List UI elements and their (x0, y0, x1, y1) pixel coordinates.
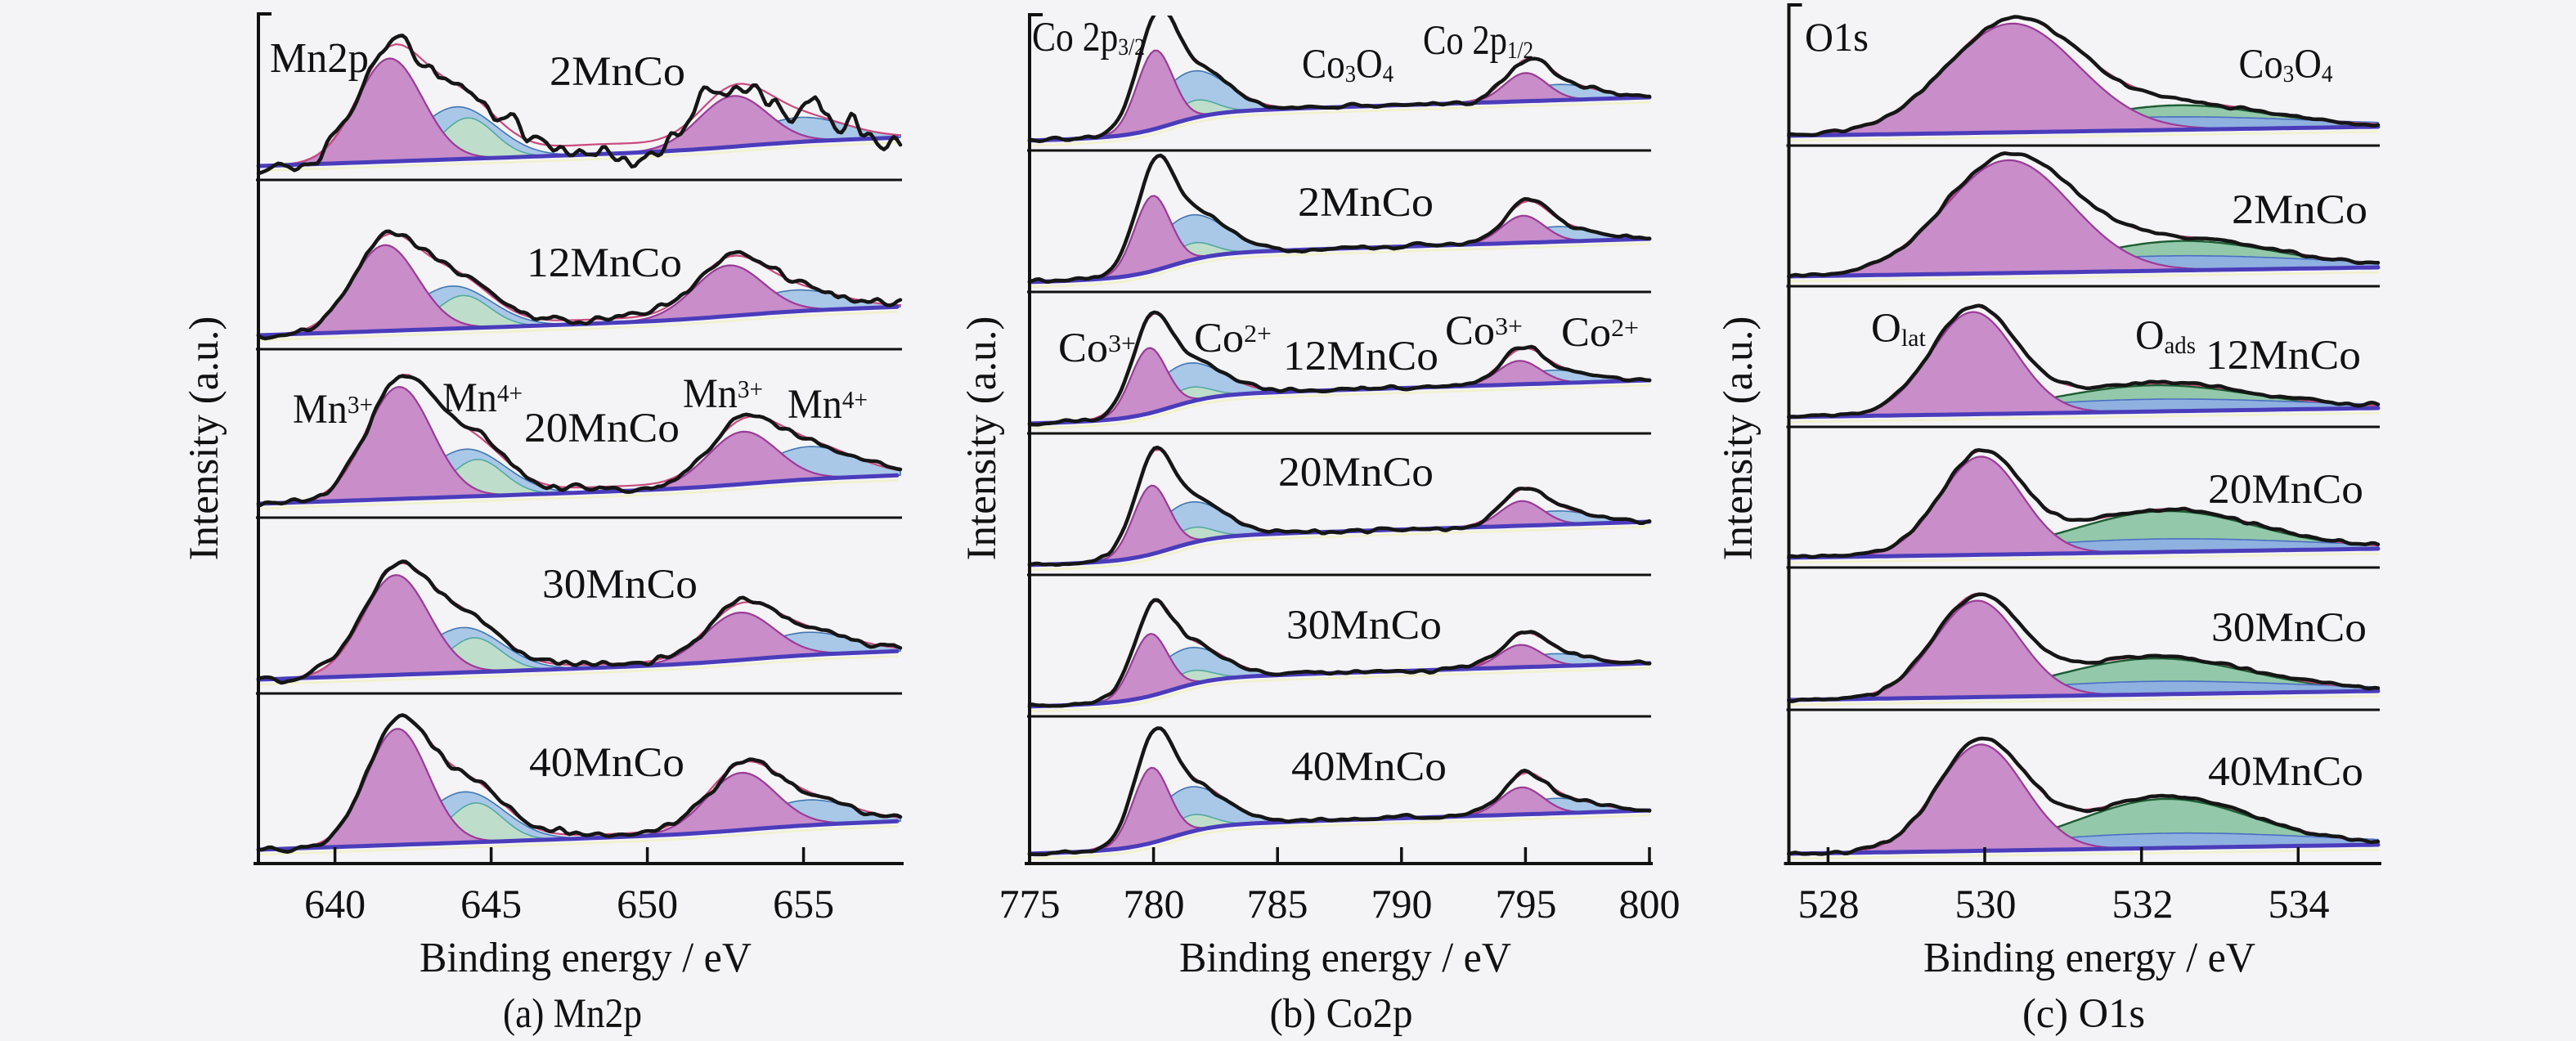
svg-text:775: 775 (999, 881, 1061, 927)
svg-text:(a) Mn2p: (a) Mn2p (503, 991, 642, 1037)
svg-text:2MnCo: 2MnCo (1298, 180, 1434, 226)
svg-text:40MnCo: 40MnCo (2208, 749, 2363, 795)
svg-text:Mn2p: Mn2p (270, 35, 369, 82)
svg-text:780: 780 (1124, 881, 1185, 927)
svg-text:12MnCo: 12MnCo (527, 240, 682, 286)
svg-text:12MnCo: 12MnCo (2206, 333, 2361, 379)
svg-text:Binding energy / eV: Binding energy / eV (1179, 935, 1511, 981)
svg-text:Intensity (a.u.): Intensity (a.u.) (1716, 316, 1761, 561)
svg-text:Intensity (a.u.): Intensity (a.u.) (959, 316, 1005, 561)
svg-text:532: 532 (2112, 881, 2174, 927)
svg-text:40MnCo: 40MnCo (1291, 744, 1447, 790)
svg-text:645: 645 (460, 881, 522, 927)
svg-text:(c) O1s: (c) O1s (2022, 991, 2145, 1037)
svg-text:2MnCo: 2MnCo (550, 49, 685, 95)
svg-text:534: 534 (2269, 881, 2330, 927)
svg-text:30MnCo: 30MnCo (1286, 603, 1442, 648)
svg-text:40MnCo: 40MnCo (529, 740, 684, 786)
svg-text:785: 785 (1247, 881, 1308, 927)
svg-text:Binding energy / eV: Binding energy / eV (1923, 935, 2255, 981)
svg-text:800: 800 (1619, 881, 1681, 927)
svg-text:640: 640 (304, 881, 366, 927)
svg-text:O1s: O1s (1805, 14, 1869, 60)
svg-text:650: 650 (617, 881, 678, 927)
svg-text:12MnCo: 12MnCo (1283, 334, 1438, 379)
svg-text:30MnCo: 30MnCo (2211, 605, 2367, 651)
svg-text:(b) Co2p: (b) Co2p (1270, 991, 1413, 1037)
svg-text:20MnCo: 20MnCo (524, 406, 680, 451)
svg-text:20MnCo: 20MnCo (2208, 467, 2363, 513)
svg-text:530: 530 (1955, 881, 2017, 927)
svg-text:Binding energy / eV: Binding energy / eV (420, 935, 752, 981)
svg-text:20MnCo: 20MnCo (1278, 450, 1434, 496)
svg-text:655: 655 (773, 881, 834, 927)
svg-text:2MnCo: 2MnCo (2232, 187, 2367, 233)
svg-text:528: 528 (1798, 881, 1860, 927)
svg-text:790: 790 (1371, 881, 1433, 927)
svg-text:30MnCo: 30MnCo (542, 562, 698, 608)
svg-text:795: 795 (1496, 881, 1557, 927)
svg-text:Intensity (a.u.): Intensity (a.u.) (182, 316, 227, 561)
